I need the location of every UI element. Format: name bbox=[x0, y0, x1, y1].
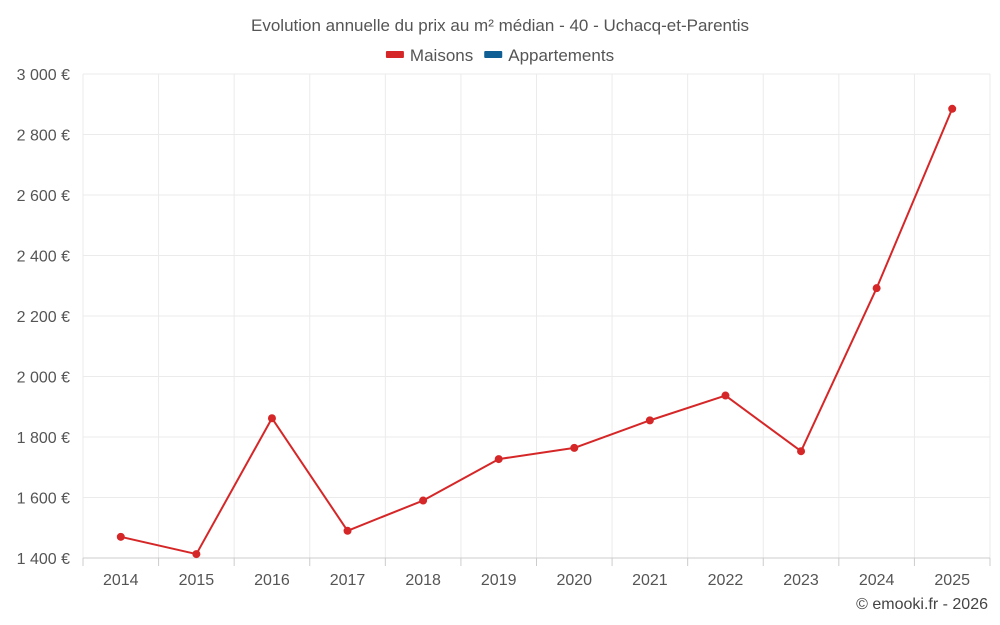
data-point[interactable] bbox=[721, 391, 730, 400]
x-tick-label: 2020 bbox=[556, 572, 592, 589]
y-tick-label: 2 200 € bbox=[17, 309, 70, 326]
data-point[interactable] bbox=[948, 104, 957, 113]
x-tick-label: 2014 bbox=[103, 572, 139, 589]
data-point[interactable] bbox=[645, 416, 654, 425]
axes: 1 400 € 1 600 € 1 800 € 2 000 € 2 200 € 2 400… bbox=[17, 67, 991, 589]
y-tick-label: 1 400 € bbox=[17, 551, 70, 568]
x-tick-label: 2025 bbox=[934, 572, 970, 589]
legend-item-maisons[interactable]: Maisons bbox=[385, 46, 473, 65]
x-tick-label: 2016 bbox=[254, 572, 290, 589]
y-tick-label: 2 600 € bbox=[17, 188, 70, 205]
legend-swatch bbox=[385, 51, 404, 58]
y-tick-label: 1 600 € bbox=[17, 491, 70, 508]
x-tick-label: 2022 bbox=[708, 572, 744, 589]
x-tick-label: 2024 bbox=[859, 572, 895, 589]
legend-swatch bbox=[484, 51, 503, 58]
y-tick-label: 2 400 € bbox=[17, 249, 70, 266]
x-tick-label: 2021 bbox=[632, 572, 668, 589]
x-tick-label: 2019 bbox=[481, 572, 517, 589]
data-point[interactable] bbox=[116, 532, 125, 541]
legend-label: Appartements bbox=[508, 46, 614, 65]
y-tick-label: 1 800 € bbox=[17, 430, 70, 447]
chart-title: Evolution annuelle du prix au m² médian … bbox=[251, 16, 749, 35]
y-tick-label: 2 000 € bbox=[17, 370, 70, 387]
data-point[interactable] bbox=[267, 414, 276, 423]
y-tick-label: 2 800 € bbox=[17, 128, 70, 145]
legend-item-appartements[interactable]: Appartements bbox=[484, 46, 614, 65]
data-point[interactable] bbox=[419, 496, 428, 505]
y-tick-label: 3 000 € bbox=[17, 67, 70, 84]
legend-label: Maisons bbox=[410, 46, 473, 65]
data-point[interactable] bbox=[872, 284, 881, 293]
series-layer bbox=[116, 104, 957, 559]
credit-text: © emooki.fr - 2026 bbox=[856, 596, 988, 613]
data-point[interactable] bbox=[570, 443, 579, 452]
x-tick-label: 2015 bbox=[179, 572, 215, 589]
data-point[interactable] bbox=[797, 447, 806, 456]
data-point[interactable] bbox=[343, 526, 352, 535]
data-point[interactable] bbox=[494, 455, 503, 464]
x-tick-label: 2017 bbox=[330, 572, 366, 589]
data-point[interactable] bbox=[192, 550, 201, 559]
x-tick-label: 2018 bbox=[405, 572, 441, 589]
legend: Maisons Appartements bbox=[385, 46, 614, 65]
series-line-maisons bbox=[120, 108, 954, 556]
x-tick-label: 2023 bbox=[783, 572, 819, 589]
grid bbox=[82, 73, 991, 558]
